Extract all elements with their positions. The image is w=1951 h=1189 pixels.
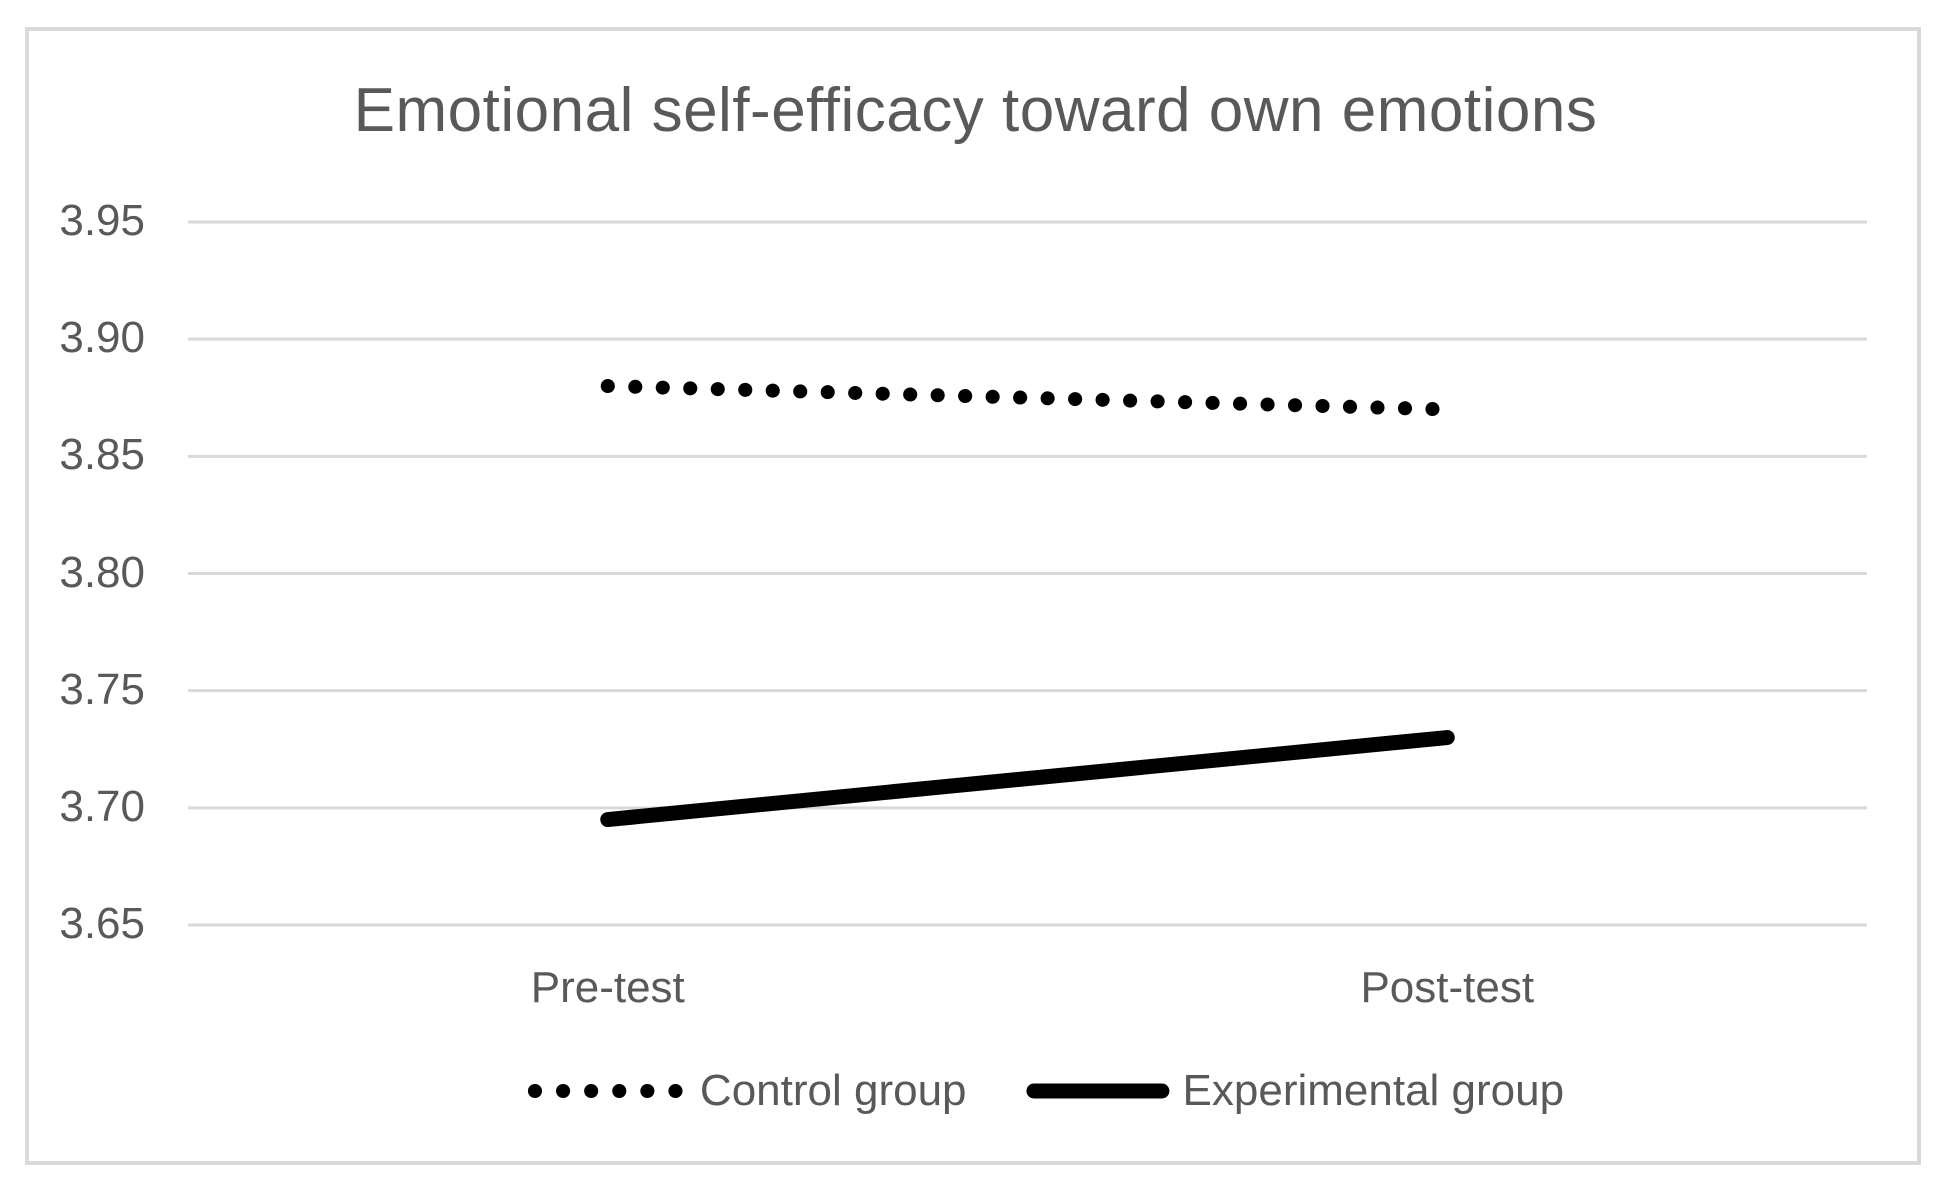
legend: Control group Experimental group (526, 1066, 1564, 1116)
dotted-line-swatch-icon (527, 1084, 688, 1098)
y-axis-tick-label: 3.90 (59, 313, 145, 363)
y-axis-tick-label: 3.80 (59, 547, 145, 597)
legend-label-experimental-group: Experimental group (1182, 1066, 1565, 1115)
legend-label-control-group: Control group (699, 1066, 967, 1115)
series-line-control-group (600, 379, 1455, 417)
y-axis-tick-label: 3.65 (59, 899, 145, 948)
solid-line-swatch-icon (1026, 1083, 1170, 1099)
chart-frame (25, 27, 1921, 1165)
x-axis-category-label: Post-test (1360, 963, 1535, 1012)
legend-item-control-group: Control group (526, 1066, 967, 1116)
y-axis-tick-label: 3.95 (59, 196, 145, 245)
chart-title: Emotional self-efficacy toward own emoti… (353, 76, 1598, 145)
series-line-experimental-group (600, 730, 1455, 828)
y-axis-tick-label: 3.75 (59, 664, 145, 714)
y-axis-tick-label: 3.70 (59, 781, 145, 831)
y-axis-tick-label: 3.85 (59, 430, 145, 480)
x-axis-category-label: Pre-test (530, 963, 685, 1012)
legend-item-experimental-group: Experimental group (1025, 1066, 1565, 1116)
